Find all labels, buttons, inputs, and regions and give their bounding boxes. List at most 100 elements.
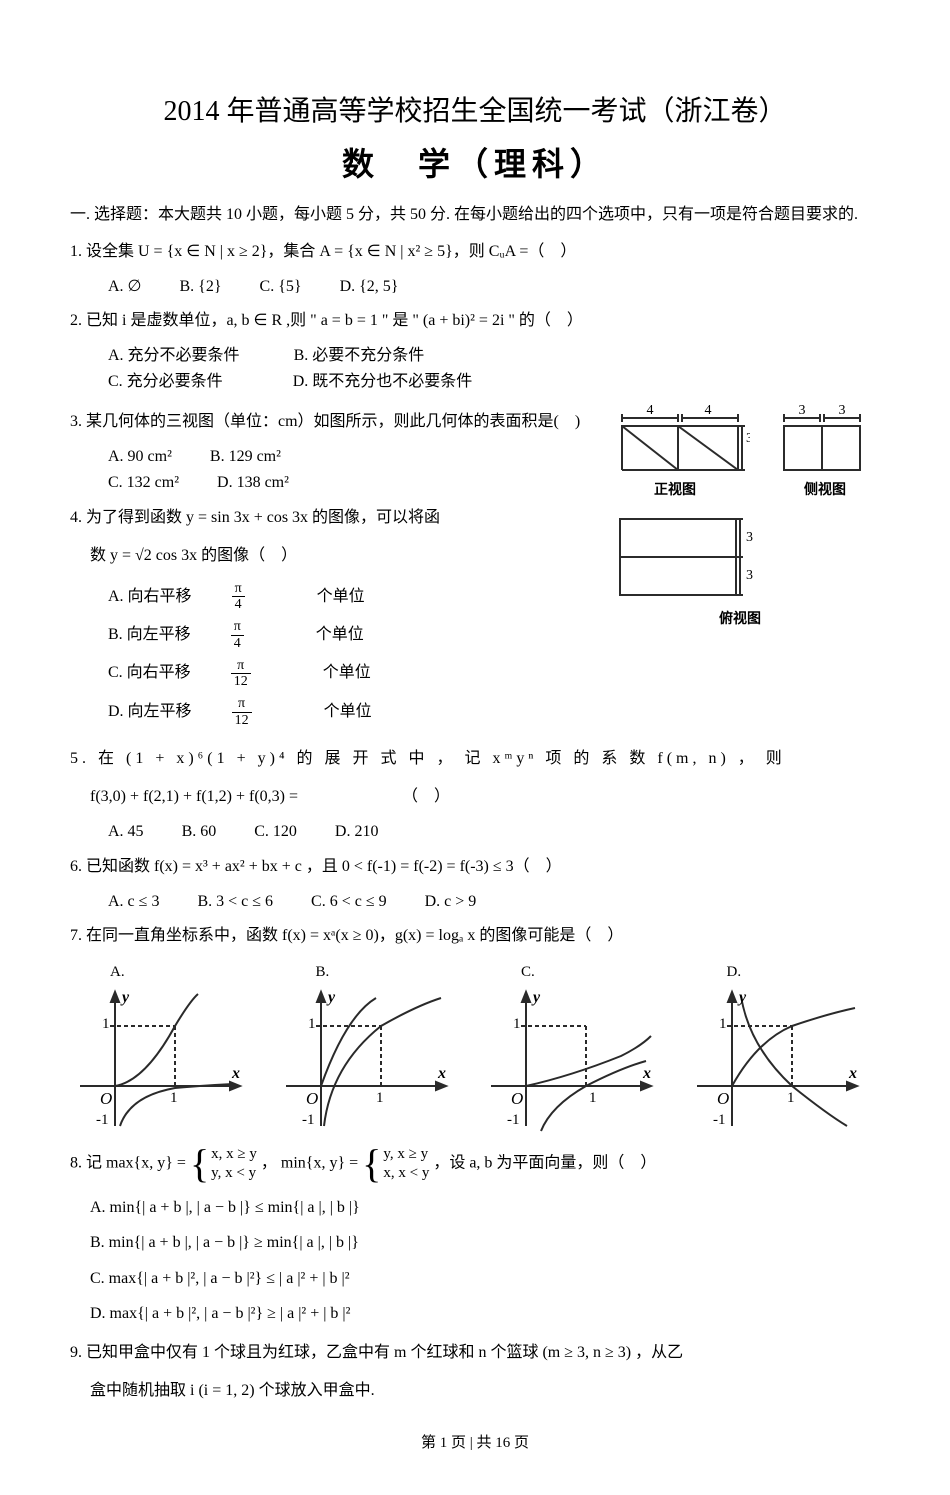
top-view-svg: 3 3 [600,509,780,609]
q8-cases1: { x, x ≥ y y, x < y [190,1144,257,1184]
q5-opt-b: B. 60 [182,819,217,845]
top-view-box: 3 3 俯视图 [600,509,880,631]
top-view-label: 俯视图 [600,609,880,631]
q8-opt-a: A. min{| a + b |, | a − b |} ≤ min{| a |… [90,1190,880,1225]
q4-opt-a: A. 向右平移 π4 个单位 [108,578,399,616]
front-view-box: 4 4 3 正视图 [600,400,750,502]
page-title: 2014 年普通高等学校招生全国统一考试（浙江卷） [70,90,880,135]
dim-4-b: 4 [705,403,712,418]
q7-graph-a: A. 1 1 O -1 y x [70,960,264,1136]
q4-a-post: 个单位 [317,578,365,616]
q8-opt-b: B. min{| a + b |, | a − b |} ≥ min{| a |… [90,1225,880,1260]
q7-d-label: D. [687,960,881,984]
tick-1x: 1 [589,1090,597,1106]
q7-graph-c: C. 1 1 O -1 y x [481,960,675,1136]
y-label: y [120,989,130,1006]
side-view-box: 3 3 侧视图 [770,400,880,502]
q7-graph-d: D. 1 1 O -1 y x [687,960,881,1136]
q6-text: 6. 已知函数 f(x) = x³ + ax² + bx + c ，且 0 < … [70,851,880,883]
q7-a-svg: 1 1 O -1 y x [70,986,245,1136]
q8-cases2: { y, x ≥ y x, x < y [362,1144,429,1184]
side-view-label: 侧视图 [770,480,880,502]
q8-c1a: x, x ≥ y [211,1146,257,1162]
q6-opt-a: A. c ≤ 3 [108,889,159,915]
q8-options: A. min{| a + b |, | a − b |} ≤ min{| a |… [70,1190,880,1331]
tick-1: 1 [719,1016,727,1032]
q6-opt-b: B. 3 < c ≤ 6 [197,889,273,915]
tick-neg1: -1 [713,1112,726,1128]
page-footer: 第 1 页 | 共 16 页 [70,1431,880,1455]
q9-line2: 盒中随机抽取 i (i = 1, 2) 个球放入甲盒中. [70,1375,880,1407]
front-view-label: 正视图 [600,480,750,502]
q7-a-label: A. [70,960,264,984]
q2-opt-c: C. 充分必要条件 [108,369,223,395]
side-view-svg: 3 3 [770,400,880,480]
origin: O [511,1089,523,1108]
q8-c1b: y, x < y [211,1165,256,1181]
q2-opt-a: A. 充分不必要条件 [108,343,240,369]
dim-3s2: 3 [839,403,846,418]
tick-1x: 1 [376,1090,384,1106]
orthographic-views: 4 4 3 正视图 [600,400,880,631]
x-label: x [642,1065,651,1082]
q8-c2b: x, x < y [383,1165,429,1181]
q5-line2: f(3,0) + f(2,1) + f(1,2) + f(0,3) = （ ） [70,781,880,813]
q4-a-pre: A. 向右平移 [108,578,192,616]
q2-opt-d: D. 既不充分也不必要条件 [293,369,473,395]
q3-opt-d: D. 138 cm² [217,470,289,496]
y-label: y [737,989,747,1006]
frac-num: π [231,619,244,635]
q8-post: ，设 a, b 为平面向量，则（ ） [433,1155,656,1172]
q6-opt-c: C. 6 < c ≤ 9 [311,889,387,915]
q4-text: 4. 为了得到函数 y = sin 3x + cos 3x 的图像，可以将函 [70,502,592,534]
q5-text: 5. 在 (1 + x)⁶(1 + y)⁴ 的 展 开 式 中 ， 记 xᵐyⁿ… [70,743,880,775]
q7-b-label: B. [276,960,470,984]
q7-graphs: A. 1 1 O -1 y x B. [70,960,880,1136]
q4-d-post: 个单位 [324,693,372,731]
x-label: x [437,1065,446,1082]
origin: O [100,1089,112,1108]
dim-3s: 3 [799,403,806,418]
q5-options: A. 45 B. 60 C. 120 D. 210 [70,819,880,845]
q6-options: A. c ≤ 3 B. 3 < c ≤ 6 C. 6 < c ≤ 9 D. c … [70,889,880,915]
frac-num: π [231,658,251,674]
y-label: y [531,989,541,1006]
origin: O [306,1089,318,1108]
q2-opt-b: B. 必要不充分条件 [294,343,425,369]
q4-c-post: 个单位 [323,654,371,692]
tick-1x: 1 [787,1090,795,1106]
tick-neg1: -1 [96,1112,109,1128]
frac-num: π [232,696,252,712]
q4-b-post: 个单位 [316,616,364,654]
q4-opt-d: D. 向左平移 π12 个单位 [108,693,406,731]
q7-graph-b: B. 1 1 O -1 y x [276,960,470,1136]
frac-den: 12 [232,713,252,728]
x-label: x [848,1065,857,1082]
q4-opt-c: C. 向右平移 π12 个单位 [108,654,405,692]
dim-3: 3 [746,431,750,446]
q7-c-svg: 1 1 O -1 y x [481,986,656,1136]
tick-neg1: -1 [302,1112,315,1128]
q4-d-pre: D. 向左平移 [108,693,192,731]
q8-mid: ， min{x, y} = [261,1155,362,1172]
q8-c2a: y, x ≥ y [383,1146,428,1162]
q5-opt-d: D. 210 [335,819,379,845]
q4-b-pre: B. 向左平移 [108,616,191,654]
q8-text: 8. 记 max{x, y} = { x, x ≥ y y, x < y ， m… [70,1144,880,1184]
tick-1: 1 [308,1016,316,1032]
q2-text: 2. 已知 i 是虚数单位，a, b ∈ R ,则 " a = b = 1 " … [70,305,880,337]
frac-den: 12 [231,674,251,689]
q8-opt-d: D. max{| a + b |², | a − b |²} ≥ | a |² … [90,1296,880,1331]
q7-b-svg: 1 1 O -1 y x [276,986,451,1136]
q5-opt-a: A. 45 [108,819,144,845]
tick-1x: 1 [170,1090,178,1106]
dim-3t: 3 [746,530,753,545]
y-label: y [326,989,336,1006]
frac-den: 4 [231,636,244,651]
q4-opt-b: B. 向左平移 π4 个单位 [108,616,398,654]
q7-c-label: C. [481,960,675,984]
frac-num: π [232,581,245,597]
q7-text: 7. 在同一直角坐标系中，函数 f(x) = xᵃ(x ≥ 0)，g(x) = … [70,920,880,952]
q3-options: A. 90 cm² B. 129 cm² C. 132 cm² D. 138 c… [70,444,592,495]
q7-d-svg: 1 1 O -1 y x [687,986,862,1136]
